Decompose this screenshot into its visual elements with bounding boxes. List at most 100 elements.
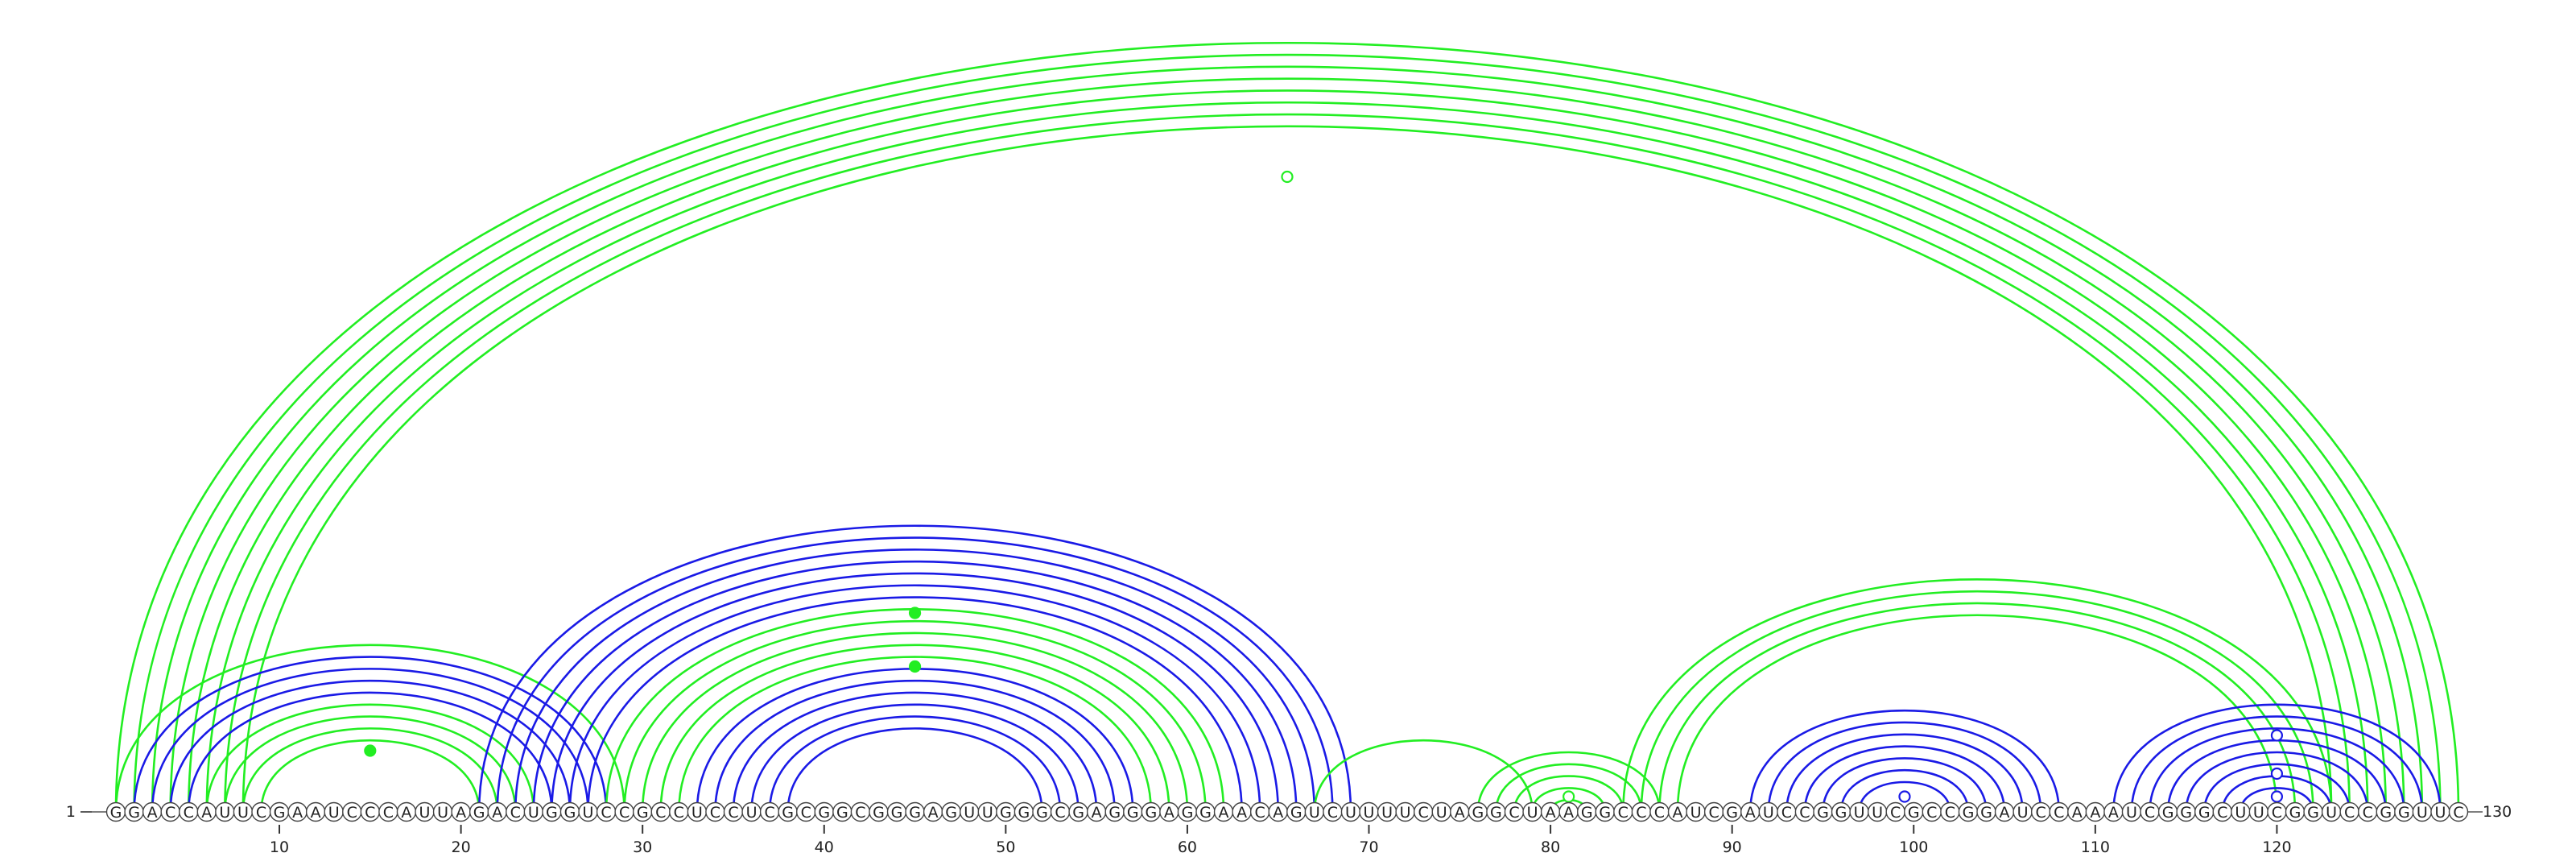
- arc-pair-31-59: [659, 644, 1170, 813]
- nucleotide-letter-51: G: [1018, 804, 1030, 822]
- nucleotide-letter-74: U: [1436, 804, 1447, 822]
- nucleotide-letter-73: C: [1418, 804, 1429, 822]
- nucleotide-letter-118: U: [2235, 804, 2246, 822]
- arc-pair-36-54: [750, 703, 1080, 813]
- arc-pair-67-79: [1313, 739, 1534, 813]
- arc-marker-3: [908, 607, 922, 619]
- nucleotide-letter-122: G: [2307, 804, 2319, 822]
- nucleotide-letter-38: G: [782, 804, 794, 822]
- tick-label-100: 100: [1899, 838, 1928, 856]
- nucleotide-letter-98: U: [1872, 804, 1883, 822]
- nucleotide-letter-113: C: [2145, 804, 2155, 822]
- arc-pair-118-122: [2240, 787, 2314, 813]
- arc-pair-6-125: [205, 101, 2369, 813]
- nucleotide-letter-93: C: [1781, 804, 1792, 822]
- arc-pair-79-83: [1531, 787, 1607, 813]
- nucleotide-letter-126: G: [2380, 804, 2392, 822]
- nucleotide-letter-88: U: [1690, 804, 1702, 822]
- nucleotide-letter-96: G: [1835, 804, 1847, 822]
- nucleotide-letter-31: C: [655, 804, 666, 822]
- arc-pair-29-61: [623, 620, 1207, 813]
- arc-pair-2-28: [133, 656, 608, 813]
- arc-pair-1-130: [114, 41, 2460, 813]
- arc-pair-4-26: [169, 680, 572, 813]
- nucleotide-letter-89: C: [1708, 804, 1719, 822]
- nucleotide-letter-25: G: [546, 804, 558, 822]
- nucleotide-letter-109: A: [2072, 804, 2083, 822]
- nucleotide-letter-24: U: [528, 804, 539, 822]
- nucleotide-letter-101: C: [1926, 804, 1937, 822]
- tick-label-40: 40: [815, 838, 834, 856]
- nucleotide-letter-65: A: [1273, 804, 1283, 822]
- nucleotide-letter-39: C: [801, 804, 811, 822]
- tick-label-50: 50: [996, 838, 1015, 856]
- nucleotide-letter-114: G: [2162, 804, 2174, 822]
- nucleotide-letter-86: C: [1654, 804, 1665, 822]
- nucleotide-letter-37: C: [764, 804, 774, 822]
- base-pair-arcs: [114, 41, 2460, 813]
- nucleotide-letter-80: A: [1546, 804, 1556, 822]
- arc-pair-92-107: [1767, 721, 2042, 813]
- nucleotide-letter-105: A: [2000, 804, 2010, 822]
- nucleotide-letter-63: A: [1236, 804, 1247, 822]
- nucleotide-letter-128: U: [2417, 804, 2428, 822]
- arc-pair-37-53: [768, 715, 1062, 813]
- tick-label-30: 30: [633, 838, 652, 856]
- nucleotide-letter-102: C: [1945, 804, 1955, 822]
- nucleotide-letter-75: A: [1455, 804, 1465, 822]
- arc-pair-97-102: [1858, 780, 1951, 813]
- arc-pair-5-126: [187, 89, 2388, 813]
- nucleotide-letter-125: C: [2363, 804, 2373, 822]
- nucleotide-letter-55: A: [1092, 804, 1102, 822]
- nucleotide-letter-28: C: [601, 804, 611, 822]
- arc-pair-93-106: [1785, 733, 2024, 813]
- nucleotide-letter-124: C: [2344, 804, 2355, 822]
- arc-pair-76-86: [1476, 751, 1661, 813]
- nucleotide-letter-66: G: [1290, 804, 1302, 822]
- arc-pair-84-123: [1622, 578, 2333, 813]
- nucleotide-letter-33: U: [691, 804, 703, 822]
- arc-pair-7-124: [224, 113, 2351, 813]
- nucleotide-letter-90: G: [1726, 804, 1738, 822]
- nucleotide-letter-35: C: [728, 804, 738, 822]
- nucleotide-letter-54: G: [1072, 804, 1084, 822]
- nucleotide-letter-129: U: [2434, 804, 2446, 822]
- nucleotide-letter-111: A: [2108, 804, 2119, 822]
- nucleotide-letter-10: G: [274, 804, 286, 822]
- arc-pair-86-121: [1658, 602, 2297, 813]
- arc-pair-7-23: [224, 715, 517, 813]
- tick-label-60: 60: [1178, 838, 1197, 856]
- nucleotide-letter-5: C: [184, 804, 194, 822]
- nucleotide-letter-56: G: [1108, 804, 1121, 822]
- nucleotide-letter-4: C: [165, 804, 175, 822]
- arc-pair-22-68: [496, 536, 1334, 813]
- nucleotide-letter-64: C: [1255, 804, 1265, 822]
- nucleotide-letter-61: G: [1199, 804, 1212, 822]
- nucleotide-letter-70: U: [1364, 804, 1375, 822]
- tick-label-80: 80: [1541, 838, 1560, 856]
- arc-pair-112-128: [2130, 715, 2424, 813]
- nucleotide-letter-85: C: [1636, 804, 1646, 822]
- arc-pair-96-103: [1839, 768, 1970, 813]
- arc-pair-91-108: [1748, 710, 2061, 813]
- nucleotide-letter-27: U: [583, 804, 594, 822]
- nucleotide-letter-23: C: [510, 804, 521, 822]
- nucleotide-letter-40: G: [818, 804, 830, 822]
- nucleotide-letter-20: A: [456, 804, 466, 822]
- arc-pair-32-58: [678, 656, 1153, 813]
- nucleotide-letter-19: U: [437, 804, 448, 822]
- nucleotide-letter-42: C: [855, 804, 865, 822]
- arc-pair-8-123: [242, 125, 2333, 813]
- arc-pair-1-29: [114, 644, 625, 813]
- nucleotide-letter-15: C: [365, 804, 375, 822]
- nucleotide-letter-62: A: [1219, 804, 1229, 822]
- nucleotide-letter-120: C: [2272, 804, 2282, 822]
- nucleotide-letter-7: U: [219, 804, 230, 822]
- nucleotide-130: [2448, 801, 2469, 822]
- arc-pair-4-127: [169, 77, 2405, 813]
- nucleotide-letter-59: A: [1164, 804, 1174, 822]
- nucleotide-letter-106: U: [2017, 804, 2029, 822]
- nucleotide-letter-71: U: [1381, 804, 1393, 822]
- nucleotide-letter-84: C: [1618, 804, 1629, 822]
